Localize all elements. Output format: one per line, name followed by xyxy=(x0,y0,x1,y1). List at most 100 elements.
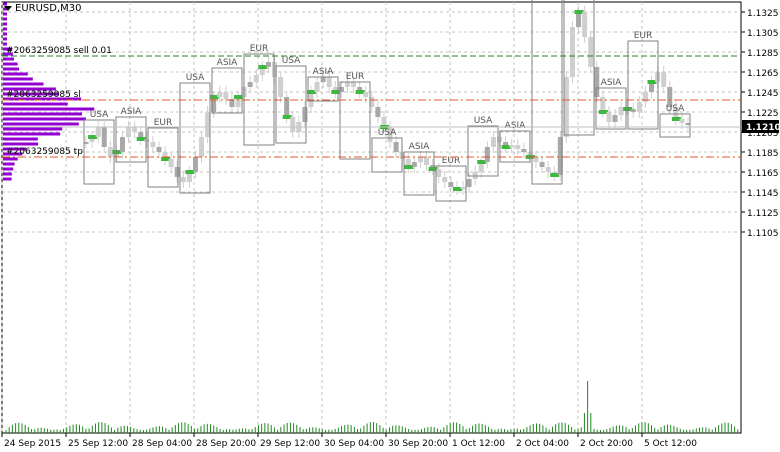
session-label: USA xyxy=(186,73,205,83)
session-label: EUR xyxy=(442,156,461,166)
x-tick-label: 30 Sep 20:00 xyxy=(388,439,448,449)
candle-body xyxy=(351,82,357,87)
cluster-highlight xyxy=(112,150,122,154)
candle-body xyxy=(515,145,521,149)
cluster-highlight xyxy=(550,173,560,177)
volume-profile-bar xyxy=(3,117,86,121)
candle-body xyxy=(533,157,539,162)
session-box xyxy=(371,137,403,173)
candle-body xyxy=(594,67,600,97)
sell-order-label: #2063259085 sell 0.01 xyxy=(6,46,112,56)
session-label: ASIA xyxy=(313,67,335,77)
session-label: EUR xyxy=(250,44,269,54)
candle-body xyxy=(253,75,259,82)
candle-body xyxy=(357,87,363,92)
candle-body xyxy=(180,177,186,182)
session-label: USA xyxy=(474,116,493,126)
volume-profile-bar xyxy=(3,2,7,6)
session-box xyxy=(659,113,691,138)
session-label: ASIA xyxy=(601,78,623,88)
volume-profile-bar xyxy=(3,142,39,146)
candle-body xyxy=(132,127,138,132)
cluster-highlight xyxy=(671,117,681,121)
session-label: USA xyxy=(90,110,109,120)
candle-body xyxy=(442,177,448,182)
session-label: EUR xyxy=(154,118,173,128)
candle-body xyxy=(101,127,107,147)
candle-body xyxy=(387,127,393,142)
volume-profile-bar xyxy=(3,52,13,56)
current-price-badge xyxy=(742,120,779,133)
cluster-highlight xyxy=(428,167,438,171)
session-label: ASIA xyxy=(217,58,239,68)
volume-profile-bar xyxy=(3,17,7,21)
cluster-highlight xyxy=(477,160,487,164)
session-box xyxy=(595,87,627,130)
symbol-timeframe-label: EURUSD,M30 xyxy=(15,3,82,14)
candle-body xyxy=(630,109,636,112)
cluster-highlight xyxy=(209,95,219,99)
cluster-highlight xyxy=(501,145,511,149)
stop-loss-label: #2063259085 sl xyxy=(6,90,81,100)
chart-title[interactable]: EURUSD,M30 xyxy=(4,3,81,14)
volume-profile-bar xyxy=(3,147,27,151)
candle-body xyxy=(107,147,113,157)
session-box xyxy=(627,40,659,130)
candle-body xyxy=(119,137,125,152)
candle-body xyxy=(417,157,423,162)
candle-body xyxy=(326,77,332,87)
candle-body xyxy=(636,102,642,112)
candle-body xyxy=(217,92,223,97)
candle-body xyxy=(320,77,326,82)
y-tick-label: 1.1145 xyxy=(747,189,779,199)
volume-profile-bar xyxy=(3,132,61,136)
candle-body xyxy=(679,119,685,123)
candle-body xyxy=(411,162,417,167)
y-tick-label: 1.1165 xyxy=(747,169,779,179)
candle-body xyxy=(484,147,490,162)
volume-profile-bar xyxy=(3,162,15,166)
session-label: USA xyxy=(666,104,685,114)
y-tick-label: 1.1285 xyxy=(747,49,779,59)
x-tick-label: 29 Sep 12:00 xyxy=(260,439,320,449)
chevron-down-icon[interactable] xyxy=(4,6,12,11)
cluster-highlight xyxy=(355,90,365,94)
candle-body xyxy=(612,115,618,122)
volume-profile-bar xyxy=(3,172,12,176)
volume-profile-bar xyxy=(3,112,82,116)
session-box xyxy=(435,165,467,202)
y-tick-label: 1.1265 xyxy=(747,69,779,79)
candle-body xyxy=(95,127,101,137)
session-box xyxy=(275,65,307,144)
x-tick-label: 28 Sep 04:00 xyxy=(132,439,192,449)
cluster-highlight xyxy=(234,95,244,99)
candle-body xyxy=(448,182,454,187)
candle-body xyxy=(229,99,235,107)
candle-body xyxy=(247,82,253,87)
candle-body xyxy=(381,117,387,127)
session-box xyxy=(307,76,339,102)
y-tick-label: 1.1185 xyxy=(747,149,779,159)
volume-profile-bar xyxy=(3,27,7,31)
candle-body xyxy=(265,62,271,67)
cluster-highlight xyxy=(258,65,268,69)
candle-body xyxy=(162,152,168,159)
y-tick-label: 1.1205 xyxy=(747,129,779,139)
session-box xyxy=(115,116,147,163)
cluster-highlight xyxy=(282,115,292,119)
candle-body xyxy=(600,97,606,112)
session-label: EUR xyxy=(634,31,653,41)
x-tick-label: 28 Sep 20:00 xyxy=(196,439,256,449)
x-tick-label: 30 Sep 04:00 xyxy=(324,439,384,449)
candle-body xyxy=(642,92,648,102)
candle-body xyxy=(138,132,144,139)
volume-profile-bar xyxy=(3,62,18,66)
candle-body xyxy=(168,159,174,167)
x-tick-label: 2 Oct 04:00 xyxy=(516,439,569,449)
x-tick-label: 5 Oct 12:00 xyxy=(644,439,697,449)
cluster-highlight xyxy=(185,170,195,174)
session-box xyxy=(499,130,531,163)
candle-body xyxy=(557,137,563,175)
